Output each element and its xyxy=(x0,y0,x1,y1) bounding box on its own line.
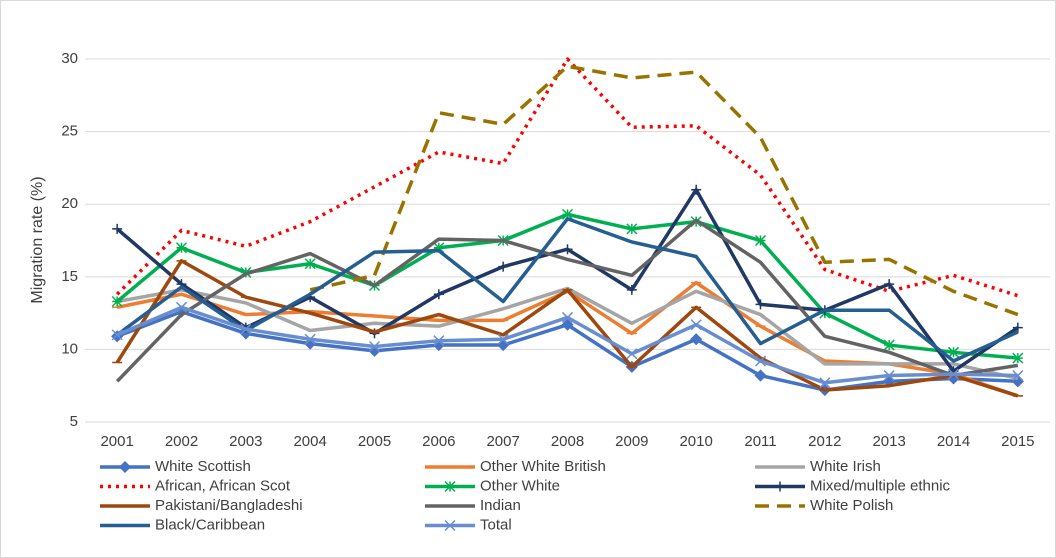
x-tick-label: 2009 xyxy=(615,433,648,450)
line-marker xyxy=(690,333,703,346)
legend-label: White Irish xyxy=(810,458,881,475)
x-tick-label: 2008 xyxy=(551,433,584,450)
line-marker xyxy=(304,258,316,270)
line-marker xyxy=(883,370,895,382)
x-tick-label: 2001 xyxy=(100,433,133,450)
line-marker xyxy=(304,333,316,345)
legend-marker xyxy=(444,519,456,532)
series-line xyxy=(116,216,1019,363)
y-axis-label: Migration rate (%) xyxy=(29,176,46,303)
line-marker xyxy=(754,234,767,247)
line-marker xyxy=(819,377,831,389)
y-tick-label: 15 xyxy=(61,268,78,285)
legend-label: Black/Caribbean xyxy=(155,516,265,533)
line-marker xyxy=(433,289,444,300)
line-marker xyxy=(433,242,445,254)
legend-marker xyxy=(118,460,132,474)
y-tick-label: 30 xyxy=(61,50,78,67)
line-marker xyxy=(175,301,188,313)
line-marker xyxy=(562,244,573,255)
legend-label: White Scottish xyxy=(155,458,251,475)
x-tick-label: 2002 xyxy=(165,433,198,450)
line-marker xyxy=(497,333,509,345)
x-tick-label: 2005 xyxy=(358,433,391,450)
x-tick-label: 2010 xyxy=(679,433,712,450)
line-marker xyxy=(368,340,381,353)
y-tick-label: 5 xyxy=(70,413,78,430)
line-marker xyxy=(626,223,638,235)
legend-label: Pakistani/Bangladeshi xyxy=(155,497,303,514)
line-marker xyxy=(691,184,702,195)
line-marker xyxy=(884,279,895,290)
line-marker xyxy=(498,261,509,272)
line-marker xyxy=(755,299,766,310)
line-marker xyxy=(690,319,702,331)
legend-label: Mixed/multiple ethnic xyxy=(810,477,951,494)
line-marker xyxy=(947,368,960,380)
x-tick-label: 2014 xyxy=(937,433,970,450)
line-marker xyxy=(240,323,252,335)
line-marker xyxy=(1012,322,1023,333)
legend-label: African, African Scot xyxy=(155,477,291,494)
line-marker xyxy=(1012,370,1024,382)
line-marker xyxy=(111,329,123,341)
line-marker xyxy=(561,311,574,323)
series-line xyxy=(309,64,1019,317)
legend-label: Total xyxy=(480,516,512,533)
legend-label: Other White xyxy=(480,477,560,494)
x-tick-label: 2007 xyxy=(486,433,519,450)
x-tick-label: 2011 xyxy=(744,433,776,450)
line-marker xyxy=(561,208,574,220)
x-tick-label: 2003 xyxy=(229,433,262,450)
line-marker xyxy=(561,318,574,331)
legend-label: Indian xyxy=(480,497,521,514)
line-marker xyxy=(1012,352,1024,364)
line-marker xyxy=(626,348,638,360)
line-marker xyxy=(433,335,445,347)
line-marker xyxy=(754,355,767,367)
x-tick-label: 2013 xyxy=(872,433,905,450)
line-marker xyxy=(111,295,123,308)
line-marker xyxy=(754,369,767,382)
legend-label: White Polish xyxy=(810,497,893,514)
series-line xyxy=(115,218,1019,383)
y-tick-label: 10 xyxy=(61,340,78,357)
line-marker xyxy=(112,223,123,234)
y-tick-label: 25 xyxy=(61,123,78,140)
line-marker xyxy=(883,339,895,351)
x-tick-label: 2006 xyxy=(422,433,455,450)
y-tick-label: 20 xyxy=(61,195,78,212)
legend-label: Other White British xyxy=(480,458,606,475)
line-marker xyxy=(947,346,960,358)
line-marker xyxy=(626,284,637,295)
line-marker xyxy=(175,242,188,254)
x-tick-label: 2015 xyxy=(1001,433,1034,450)
x-tick-label: 2004 xyxy=(293,433,326,450)
legend-marker xyxy=(444,480,456,493)
series-line xyxy=(115,57,1019,298)
x-tick-label: 2012 xyxy=(808,433,841,450)
